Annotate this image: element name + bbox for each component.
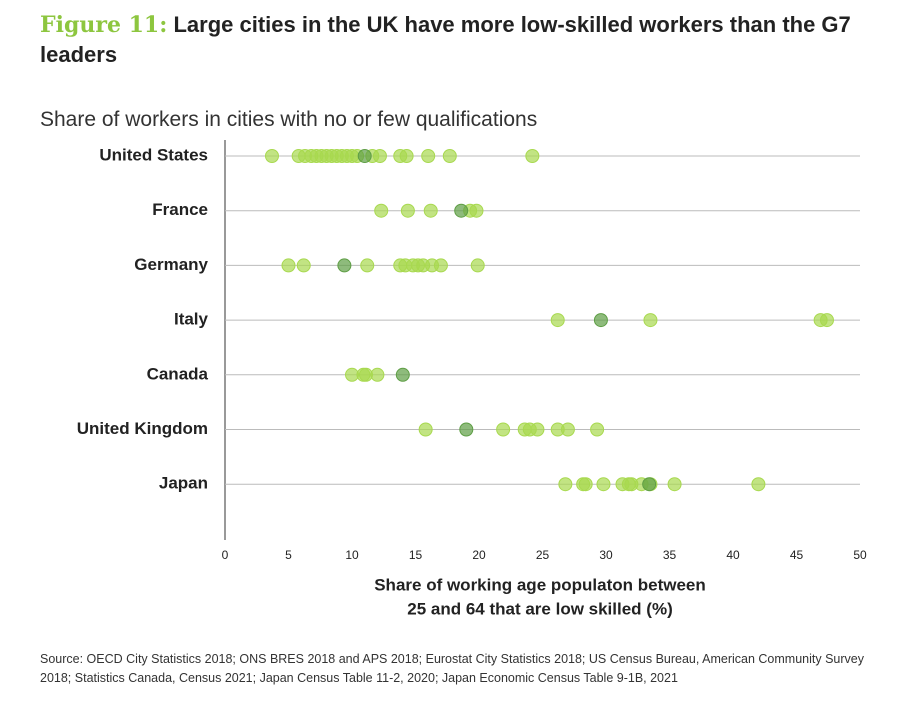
city-dot	[596, 477, 611, 492]
source-note: Source: OECD City Statistics 2018; ONS B…	[40, 652, 864, 685]
chart-subtitle: Share of workers in cities with no or fe…	[40, 108, 538, 131]
city-dot	[578, 477, 593, 492]
x-tick-label: 40	[726, 548, 740, 562]
figure-label: Figure 11:	[40, 12, 168, 38]
city-dot	[264, 149, 279, 163]
city-dot	[357, 149, 372, 163]
category-label: Italy	[174, 310, 209, 329]
chart: United States France Germany Italy Canada Uni…	[77, 140, 867, 618]
chart-title: Large cities in the UK have more low-ski…	[40, 12, 851, 67]
city-dot	[550, 313, 565, 328]
city-dot	[395, 367, 410, 382]
x-tick-label: 0	[222, 548, 229, 562]
city-dot	[496, 422, 511, 437]
x-tick-label: 25	[536, 548, 550, 562]
city-dot	[667, 477, 682, 492]
city-dot	[469, 203, 484, 218]
title-block: Figure 11: Large cities in the UK have m…	[40, 10, 860, 70]
city-dot	[643, 313, 658, 328]
city-dot	[421, 149, 436, 163]
city-dot	[642, 477, 657, 492]
x-tick-label: 50	[853, 548, 867, 562]
category-label: France	[152, 200, 208, 219]
city-dot	[374, 203, 389, 218]
city-dot	[560, 422, 575, 437]
x-axis-label: Share of working age populaton between	[374, 575, 706, 594]
category-label: Japan	[159, 474, 208, 493]
x-tick-label: 5	[285, 548, 292, 562]
x-tick-label: 35	[663, 548, 677, 562]
x-tick-label: 10	[345, 548, 359, 562]
category-label: Canada	[147, 364, 209, 383]
city-dot	[593, 313, 608, 328]
city-dot	[558, 477, 573, 492]
category-label: Germany	[134, 255, 208, 274]
category-label: United Kingdom	[77, 419, 208, 438]
x-axis-label: 25 and 64 that are low skilled (%)	[407, 599, 672, 618]
x-tick-label: 45	[790, 548, 804, 562]
city-dot	[530, 422, 545, 437]
city-dot	[423, 203, 438, 218]
city-dot	[337, 258, 352, 273]
x-tick-label: 20	[472, 548, 486, 562]
city-dot	[590, 422, 605, 437]
city-dot	[459, 422, 474, 437]
city-dot	[281, 258, 296, 273]
city-dot	[454, 203, 469, 218]
city-dot	[819, 313, 834, 328]
city-dot	[433, 258, 448, 273]
x-tick-label: 30	[599, 548, 613, 562]
city-dot	[418, 422, 433, 437]
city-dot	[470, 258, 485, 273]
x-tick-label: 15	[409, 548, 423, 562]
city-dot	[400, 203, 415, 218]
city-dot	[399, 149, 414, 163]
city-dot	[751, 477, 766, 492]
city-dot	[372, 149, 387, 163]
category-label: United States	[99, 145, 208, 164]
city-dot	[370, 367, 385, 382]
city-dot	[360, 258, 375, 273]
city-dot	[525, 149, 540, 163]
city-dot	[442, 149, 457, 163]
city-dot	[296, 258, 311, 273]
